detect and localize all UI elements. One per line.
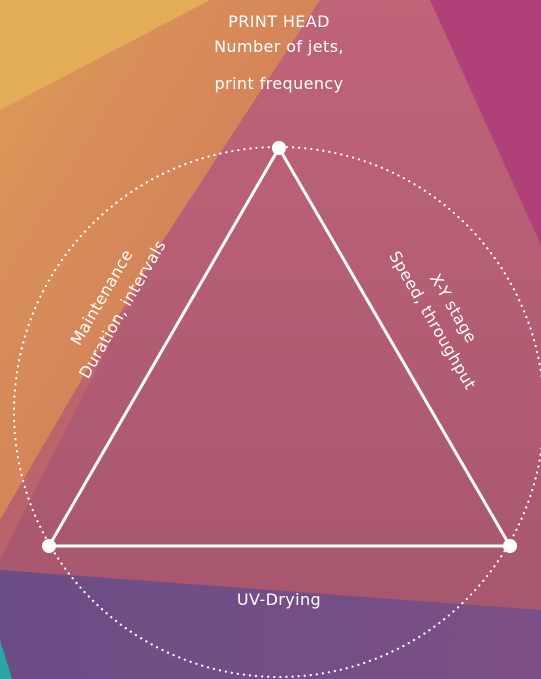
vertex-left	[42, 539, 56, 553]
purple-band	[0, 570, 541, 679]
top-node-subtitle-line2: print frequency	[215, 74, 344, 93]
vertex-right	[503, 539, 517, 553]
triangle	[47, 146, 512, 548]
top-node-title: PRINT HEAD	[228, 12, 330, 31]
top-node-subtitle-line1: Number of jets,	[214, 37, 344, 56]
orange-band	[0, 0, 320, 520]
magenta-corner	[430, 0, 541, 245]
teal-corner	[0, 640, 12, 679]
vertex-top	[272, 141, 286, 155]
bottom-side-title: UV-Drying	[237, 590, 321, 609]
yellow-band	[0, 0, 210, 110]
